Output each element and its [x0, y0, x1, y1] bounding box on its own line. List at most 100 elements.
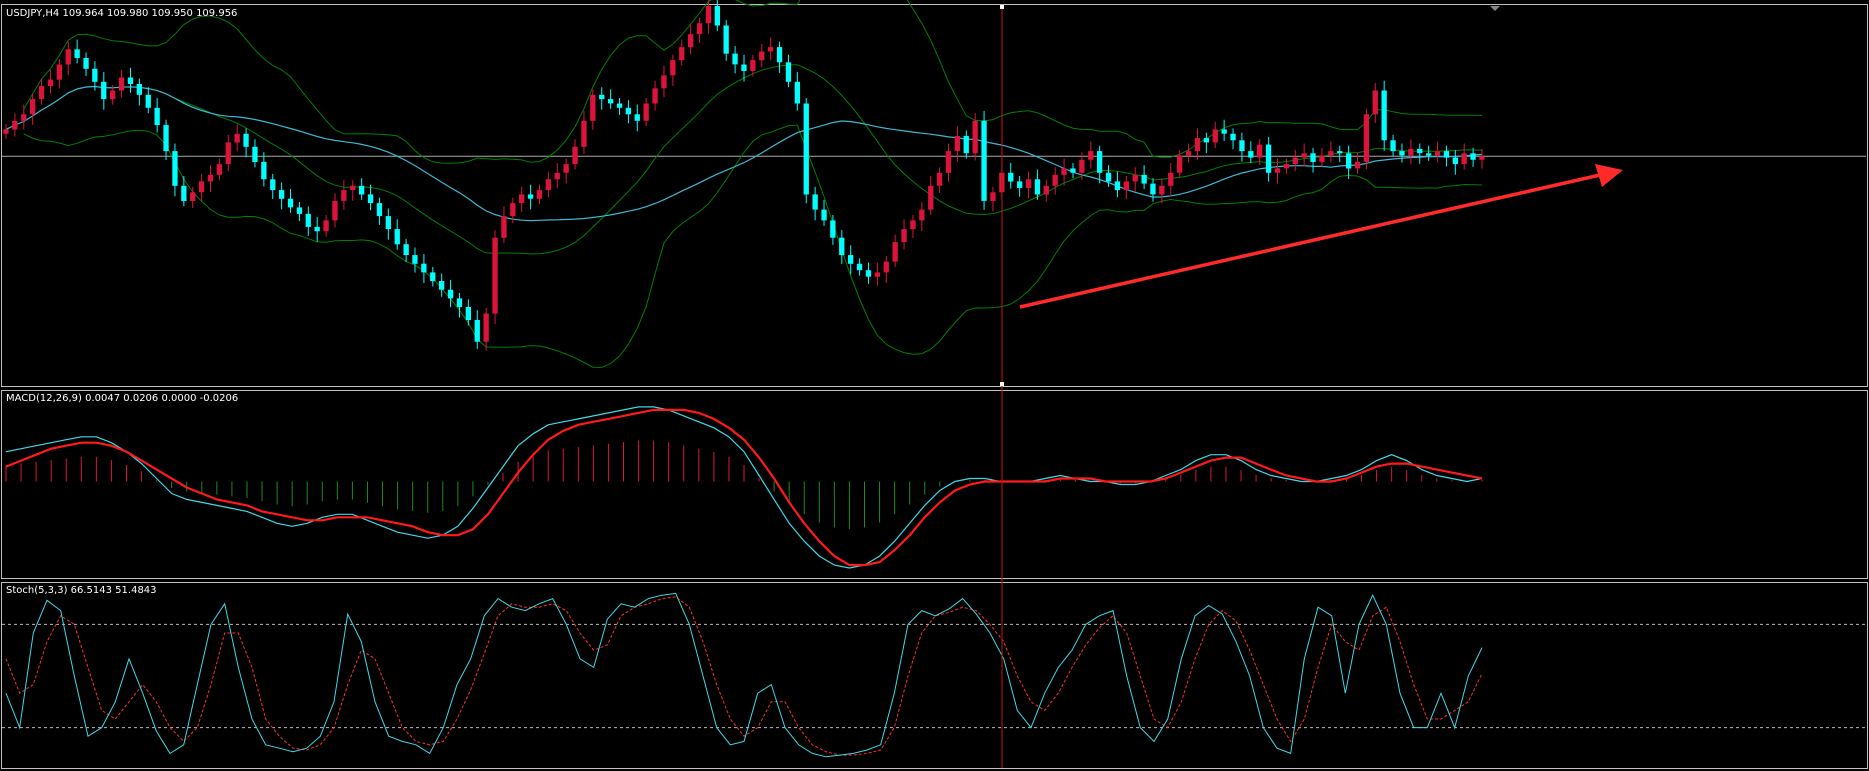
candle-body	[287, 198, 294, 208]
candle-body	[1248, 151, 1254, 158]
candle-body	[803, 103, 809, 195]
candle-body	[519, 194, 525, 204]
price-pane-label: USDJPY,H4 109.964 109.980 109.950 109.95…	[6, 8, 237, 19]
candle-body	[305, 213, 311, 227]
candle-body	[1426, 153, 1432, 156]
chart-shift-marker-icon[interactable]	[1490, 6, 1500, 11]
macd-signal-line	[5, 408, 1483, 567]
candle-body	[661, 75, 667, 89]
candle-body	[198, 181, 205, 193]
candle-body	[12, 120, 18, 130]
candle-body	[65, 49, 71, 65]
candle-body	[652, 88, 658, 104]
candle-body	[1025, 179, 1032, 188]
candle-body	[634, 114, 640, 121]
candle-body	[1203, 138, 1209, 143]
candle-body	[945, 151, 952, 173]
candle-body	[705, 6, 712, 24]
candle-body	[421, 263, 427, 273]
candle-body	[839, 237, 845, 255]
candle-body	[910, 220, 916, 230]
candle-body	[670, 60, 676, 76]
price-pane[interactable]	[2, 0, 1866, 368]
candle-body	[510, 203, 516, 217]
candle-body	[1363, 114, 1369, 162]
candle-body	[527, 194, 534, 199]
candle-body	[456, 298, 463, 308]
candle-body	[1052, 174, 1058, 186]
candle-body	[1381, 90, 1387, 141]
candle-body	[234, 133, 240, 143]
crosshair-handle-top[interactable]	[1000, 5, 1004, 9]
candle-body	[38, 86, 45, 100]
candle-body	[972, 120, 978, 154]
stoch-pane-frame	[1, 582, 1868, 769]
candle-body	[1372, 90, 1378, 115]
candle-body	[1061, 168, 1067, 175]
candle-body	[759, 51, 765, 61]
candle-body	[901, 229, 907, 243]
candle-body	[856, 263, 863, 271]
stoch-main-line	[5, 592, 1483, 758]
candle-body	[216, 164, 222, 175]
candle-body	[332, 200, 338, 221]
candle-body	[430, 272, 436, 282]
stoch-pane[interactable]	[2, 592, 1866, 758]
candle-body	[56, 64, 62, 80]
candle-body	[688, 34, 694, 48]
candle-body	[732, 53, 738, 65]
candle-body	[270, 179, 276, 191]
candle-body	[1159, 185, 1165, 195]
candle-body	[785, 62, 792, 82]
candle-body	[1328, 151, 1334, 156]
candle-body	[1168, 172, 1174, 186]
candle-body	[367, 194, 374, 204]
trend-arrow[interactable]	[1019, 173, 1601, 309]
candle-body	[643, 103, 649, 121]
candle-body	[439, 281, 445, 290]
candle-body	[821, 209, 827, 221]
candle-body	[154, 107, 160, 126]
candle-body	[572, 146, 578, 165]
candle-body	[1194, 138, 1201, 152]
candle-body	[1292, 157, 1298, 165]
candle-body	[608, 99, 614, 104]
candle-body	[892, 242, 898, 262]
candle-body	[696, 23, 703, 35]
candle-body	[1399, 151, 1405, 156]
candle-body	[385, 216, 391, 230]
candle-body	[536, 190, 543, 199]
candle-body	[1319, 155, 1325, 162]
candle-body	[127, 77, 134, 84]
candle-body	[92, 68, 98, 82]
macd-pane[interactable]	[5, 406, 1483, 569]
candle-body	[3, 129, 9, 134]
candle-body	[1132, 174, 1138, 182]
candle-body	[919, 209, 925, 221]
crosshair-handle-bottom[interactable]	[1000, 382, 1004, 386]
candle-body	[1070, 168, 1076, 173]
candle-body	[1141, 174, 1147, 184]
stoch-pane-label: Stoch(5,3,3) 66.5143 51.4843	[6, 585, 157, 596]
candle-body	[750, 60, 756, 71]
candle-body	[1434, 151, 1441, 156]
candle-body	[1310, 153, 1316, 162]
candle-body	[794, 81, 800, 104]
candle-body	[723, 25, 729, 54]
candle-body	[483, 313, 489, 342]
candle-body	[554, 172, 560, 180]
candle-body	[394, 229, 400, 245]
candle-body	[1177, 155, 1183, 173]
candle-body	[359, 185, 365, 195]
trend-arrow-head	[1595, 164, 1623, 187]
candle-body	[323, 220, 329, 232]
candle-body	[1212, 129, 1218, 143]
candle-body	[954, 135, 960, 152]
candle-body	[776, 47, 783, 63]
candle-body	[163, 125, 169, 152]
candle-body	[1479, 156, 1485, 160]
candle-body	[1185, 151, 1192, 156]
candle-body	[1088, 151, 1094, 160]
